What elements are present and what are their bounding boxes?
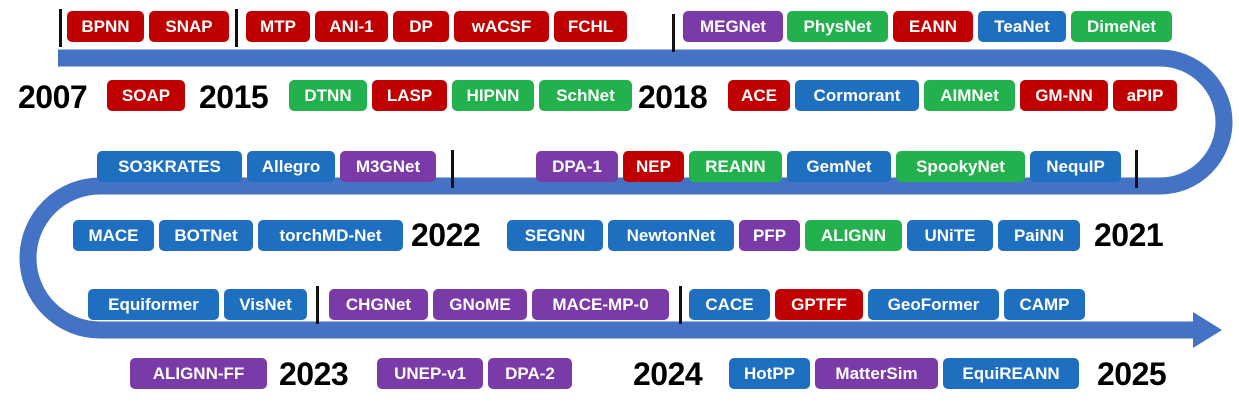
model-tag: ANI-1 xyxy=(315,11,388,42)
model-tag: GeoFormer xyxy=(868,289,999,320)
model-tag: GPTFF xyxy=(775,289,863,320)
model-tag: Allegro xyxy=(247,151,335,182)
model-tag: CACE xyxy=(689,289,770,320)
model-tag: BPNN xyxy=(67,11,144,42)
year-label: 2015 xyxy=(199,79,269,115)
model-tag: torchMD-Net xyxy=(258,220,403,251)
year-label: 2007 xyxy=(18,79,88,115)
separator xyxy=(59,9,62,47)
model-tag: MACE xyxy=(73,220,154,251)
model-tag: CHGNet xyxy=(329,289,428,320)
model-tag: ALIGNN xyxy=(805,220,902,251)
model-tag: GM-NN xyxy=(1020,80,1108,111)
model-tag: DimeNet xyxy=(1071,11,1172,42)
model-tag: UNEP-v1 xyxy=(377,358,483,389)
model-tag: GNoME xyxy=(433,289,527,320)
model-tag: Cormorant xyxy=(795,80,919,111)
model-tag: GemNet xyxy=(787,151,891,182)
separator xyxy=(235,9,238,47)
model-tag: aPIP xyxy=(1113,80,1177,111)
model-tag: SOAP xyxy=(107,80,185,111)
model-tag: PaiNN xyxy=(998,220,1080,251)
model-tag: MTP xyxy=(246,11,310,42)
separator xyxy=(679,286,682,324)
separator xyxy=(316,286,319,324)
model-tag: CAMP xyxy=(1004,289,1085,320)
year-label: 2024 xyxy=(633,356,703,392)
timeline-band-path xyxy=(19,49,1233,339)
model-tag: MatterSim xyxy=(815,358,938,389)
model-tag: NewtonNet xyxy=(608,220,734,251)
year-label: 2018 xyxy=(638,79,708,115)
separator xyxy=(672,14,675,52)
separator xyxy=(1135,150,1138,188)
model-tag: VisNet xyxy=(224,289,307,320)
model-tag: DPA-1 xyxy=(536,151,618,182)
model-tag: ACE xyxy=(728,80,790,111)
model-tag: NequIP xyxy=(1030,151,1121,182)
model-tag: AIMNet xyxy=(924,80,1015,111)
separator xyxy=(451,150,454,188)
model-tag: DP xyxy=(393,11,449,42)
model-tag: SchNet xyxy=(539,80,632,111)
model-tag: DTNN xyxy=(289,80,367,111)
model-tag: UNiTE xyxy=(907,220,993,251)
model-tag: NEP xyxy=(623,151,684,182)
model-tag: LASP xyxy=(372,80,447,111)
model-tag: PFP xyxy=(739,220,800,251)
timeline-arrowhead xyxy=(1193,312,1222,348)
year-label: 2022 xyxy=(411,217,481,253)
year-label: 2021 xyxy=(1094,217,1164,253)
model-tag: SO3KRATES xyxy=(97,151,242,182)
model-tag: TeaNet xyxy=(978,11,1066,42)
model-tag: PhysNet xyxy=(787,11,888,42)
model-tag: BOTNet xyxy=(159,220,253,251)
model-tag: M3GNet xyxy=(340,151,436,182)
model-tag: HIPNN xyxy=(452,80,534,111)
model-tag: SEGNN xyxy=(507,220,603,251)
model-tag: wACSF xyxy=(454,11,549,42)
year-label: 2025 xyxy=(1097,356,1167,392)
model-tag: EANN xyxy=(893,11,973,42)
model-tag: Equiformer xyxy=(88,289,219,320)
model-tag: ALIGNN-FF xyxy=(130,358,267,389)
model-tag: SNAP xyxy=(149,11,229,42)
model-tag: MACE-MP-0 xyxy=(532,289,669,320)
model-tag: EquiREANN xyxy=(943,358,1079,389)
model-tag: REANN xyxy=(689,151,782,182)
model-tag: MEGNet xyxy=(683,11,783,42)
model-tag: DPA-2 xyxy=(488,358,572,389)
model-tag: FCHL xyxy=(554,11,627,42)
year-label: 2023 xyxy=(279,356,349,392)
model-tag: HotPP xyxy=(729,358,810,389)
model-tag: SpookyNet xyxy=(896,151,1025,182)
